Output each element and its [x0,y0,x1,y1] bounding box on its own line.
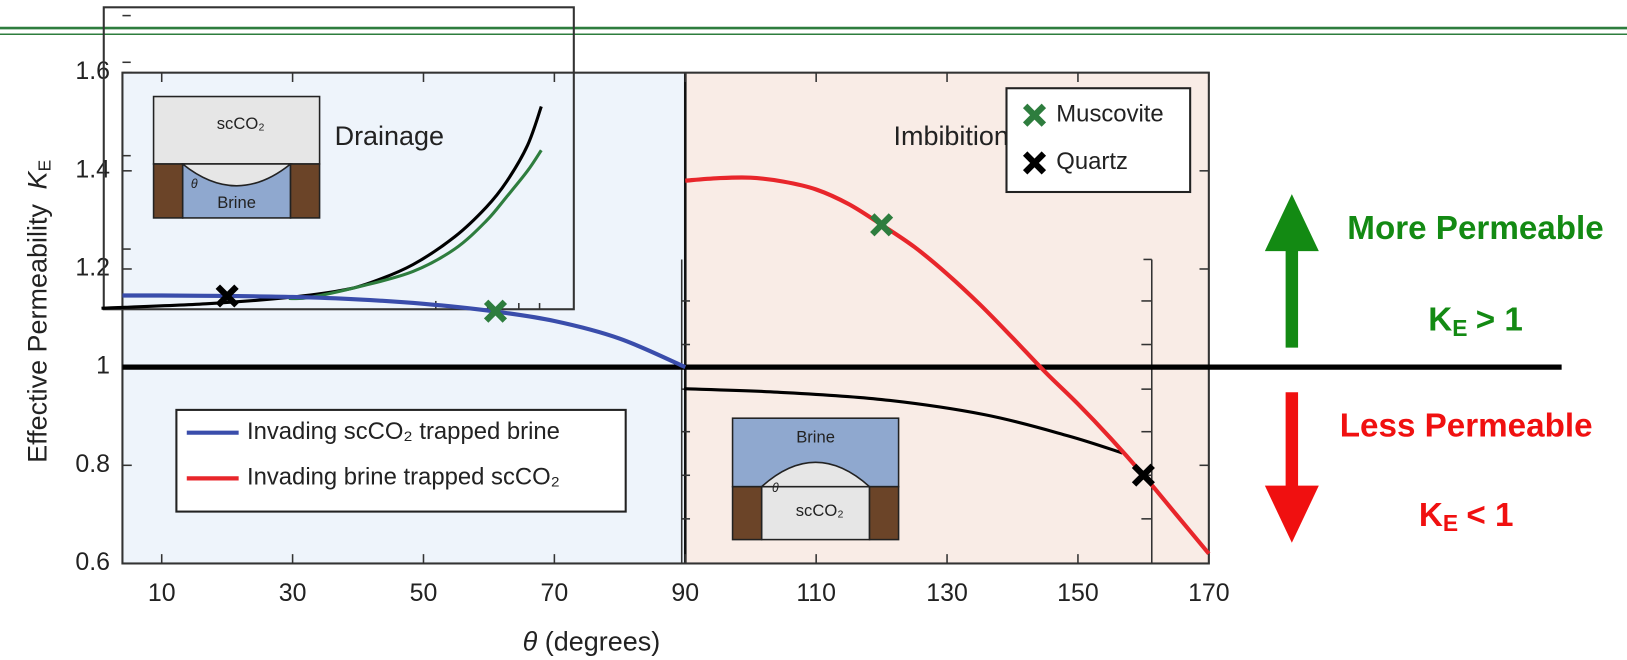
note-subscript: E [1443,510,1458,536]
phase-label: scCO₂ [217,114,265,133]
grain [733,487,762,540]
x-axis-symbol: θ [523,626,538,656]
down-arrow-head [1265,486,1319,543]
chart: 0.60.811.21.41.61030507090110130150170 s… [0,0,1627,660]
note-condition: < 1 [1466,497,1513,534]
note-text: More Permeable [1347,210,1603,247]
legend-label: Quartz [1056,148,1128,175]
x-tick-label: 170 [1188,579,1230,607]
region-label: Imbibition [893,121,1008,151]
y-axis-symbol: K [23,171,53,190]
note-relation: KE < 1 [1419,497,1514,537]
phase-label: scCO₂ [796,501,844,520]
y-axis-label: Effective Permeability KE [23,160,55,463]
illustration: Brine scCO₂ θ [733,418,899,539]
x-tick-label: 150 [1057,579,1099,607]
x-axis-label: θ (degrees) [523,626,661,656]
y-axis-subscript: E [34,160,54,172]
x-tick-label: 50 [410,579,438,607]
y-axis-text: Effective Permeability [23,204,53,463]
region-label: Drainage [335,121,444,151]
y-tick-label: 1 [96,352,110,380]
grain [291,164,320,218]
x-tick-label: 10 [148,579,176,607]
x-tick-label: 90 [671,579,699,607]
y-tick-label: 1.4 [75,155,110,183]
x-tick-label: 110 [796,579,836,607]
phase-label: Brine [217,193,256,212]
x-tick-label: 30 [279,579,307,607]
illustration: scCO₂ Brine θ [154,97,320,218]
y-tick-label: 0.6 [75,548,110,576]
phase-label: Brine [796,427,835,446]
legend-label: Invading brine trapped scCO₂ [247,464,560,491]
up-arrow-head [1265,194,1319,251]
x-axis-text: (degrees) [545,626,660,656]
note-relation: KE > 1 [1428,301,1523,341]
line-legend: Invading scCO₂ trapped brine Invading bri… [176,410,625,512]
legend-label: Invading scCO₂ trapped brine [247,418,560,445]
note-subscript: E [1452,315,1467,341]
legend-label: Muscovite [1056,101,1163,128]
note-condition: > 1 [1476,301,1523,338]
note-symbol: K [1428,301,1452,338]
grain [870,487,899,540]
note-text: Less Permeable [1340,407,1593,444]
angle-label: θ [191,177,198,191]
x-tick-label: 70 [541,579,569,607]
y-tick-label: 0.8 [75,450,110,478]
marker-legend: Muscovite Quartz [1006,88,1190,192]
grain [154,164,183,218]
note-symbol: K [1419,497,1443,534]
x-tick-label: 130 [926,579,968,607]
angle-label: θ [772,481,779,495]
